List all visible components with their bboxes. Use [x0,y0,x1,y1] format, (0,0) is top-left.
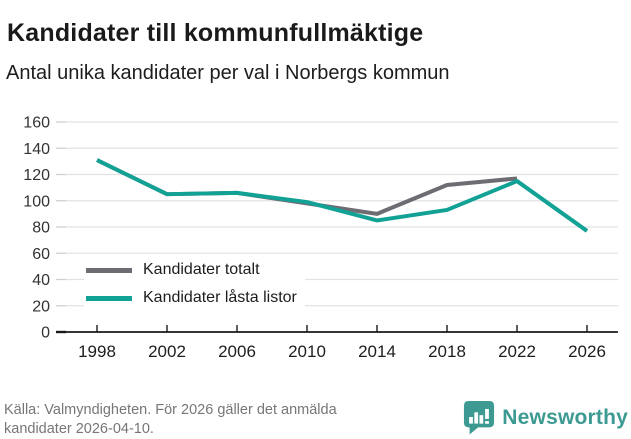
page-title: Kandidater till kommunfullmäktige [7,18,424,47]
svg-text:140: 140 [23,141,50,158]
svg-text:2010: 2010 [288,342,326,361]
newsworthy-logo[interactable]: Newsworthy [463,400,628,435]
legend-swatch-total [86,267,132,273]
svg-text:20: 20 [32,298,50,315]
newsworthy-icon [463,400,495,435]
svg-text:2006: 2006 [218,342,256,361]
svg-text:1998: 1998 [78,342,116,361]
svg-text:2002: 2002 [148,342,186,361]
svg-text:100: 100 [23,193,50,210]
legend-label-total: Kandidater totalt [143,261,260,278]
svg-text:160: 160 [23,115,50,132]
legend-label-locked-lists: Kandidater låsta listor [143,289,297,306]
svg-text:2014: 2014 [358,342,396,361]
svg-text:0: 0 [41,325,50,342]
source-note: Källa: Valmyndigheten. För 2026 gäller d… [4,402,337,437]
svg-text:2026: 2026 [568,342,606,361]
chart-subtitle: Antal unika kandidater per val i Norberg… [6,62,450,84]
svg-text:2018: 2018 [428,342,466,361]
legend-item-total: Kandidater totalt [84,259,305,281]
svg-text:120: 120 [23,167,50,184]
legend-item-locked-lists: Kandidater låsta listor [84,287,305,309]
svg-text:80: 80 [32,220,50,237]
svg-text:40: 40 [32,272,50,289]
svg-text:60: 60 [32,246,50,263]
legend-swatch-locked-lists [86,295,132,301]
chart-legend: Kandidater totalt Kandidater låsta listo… [84,259,305,309]
newsworthy-wordmark: Newsworthy [502,405,628,429]
svg-text:2022: 2022 [498,342,536,361]
